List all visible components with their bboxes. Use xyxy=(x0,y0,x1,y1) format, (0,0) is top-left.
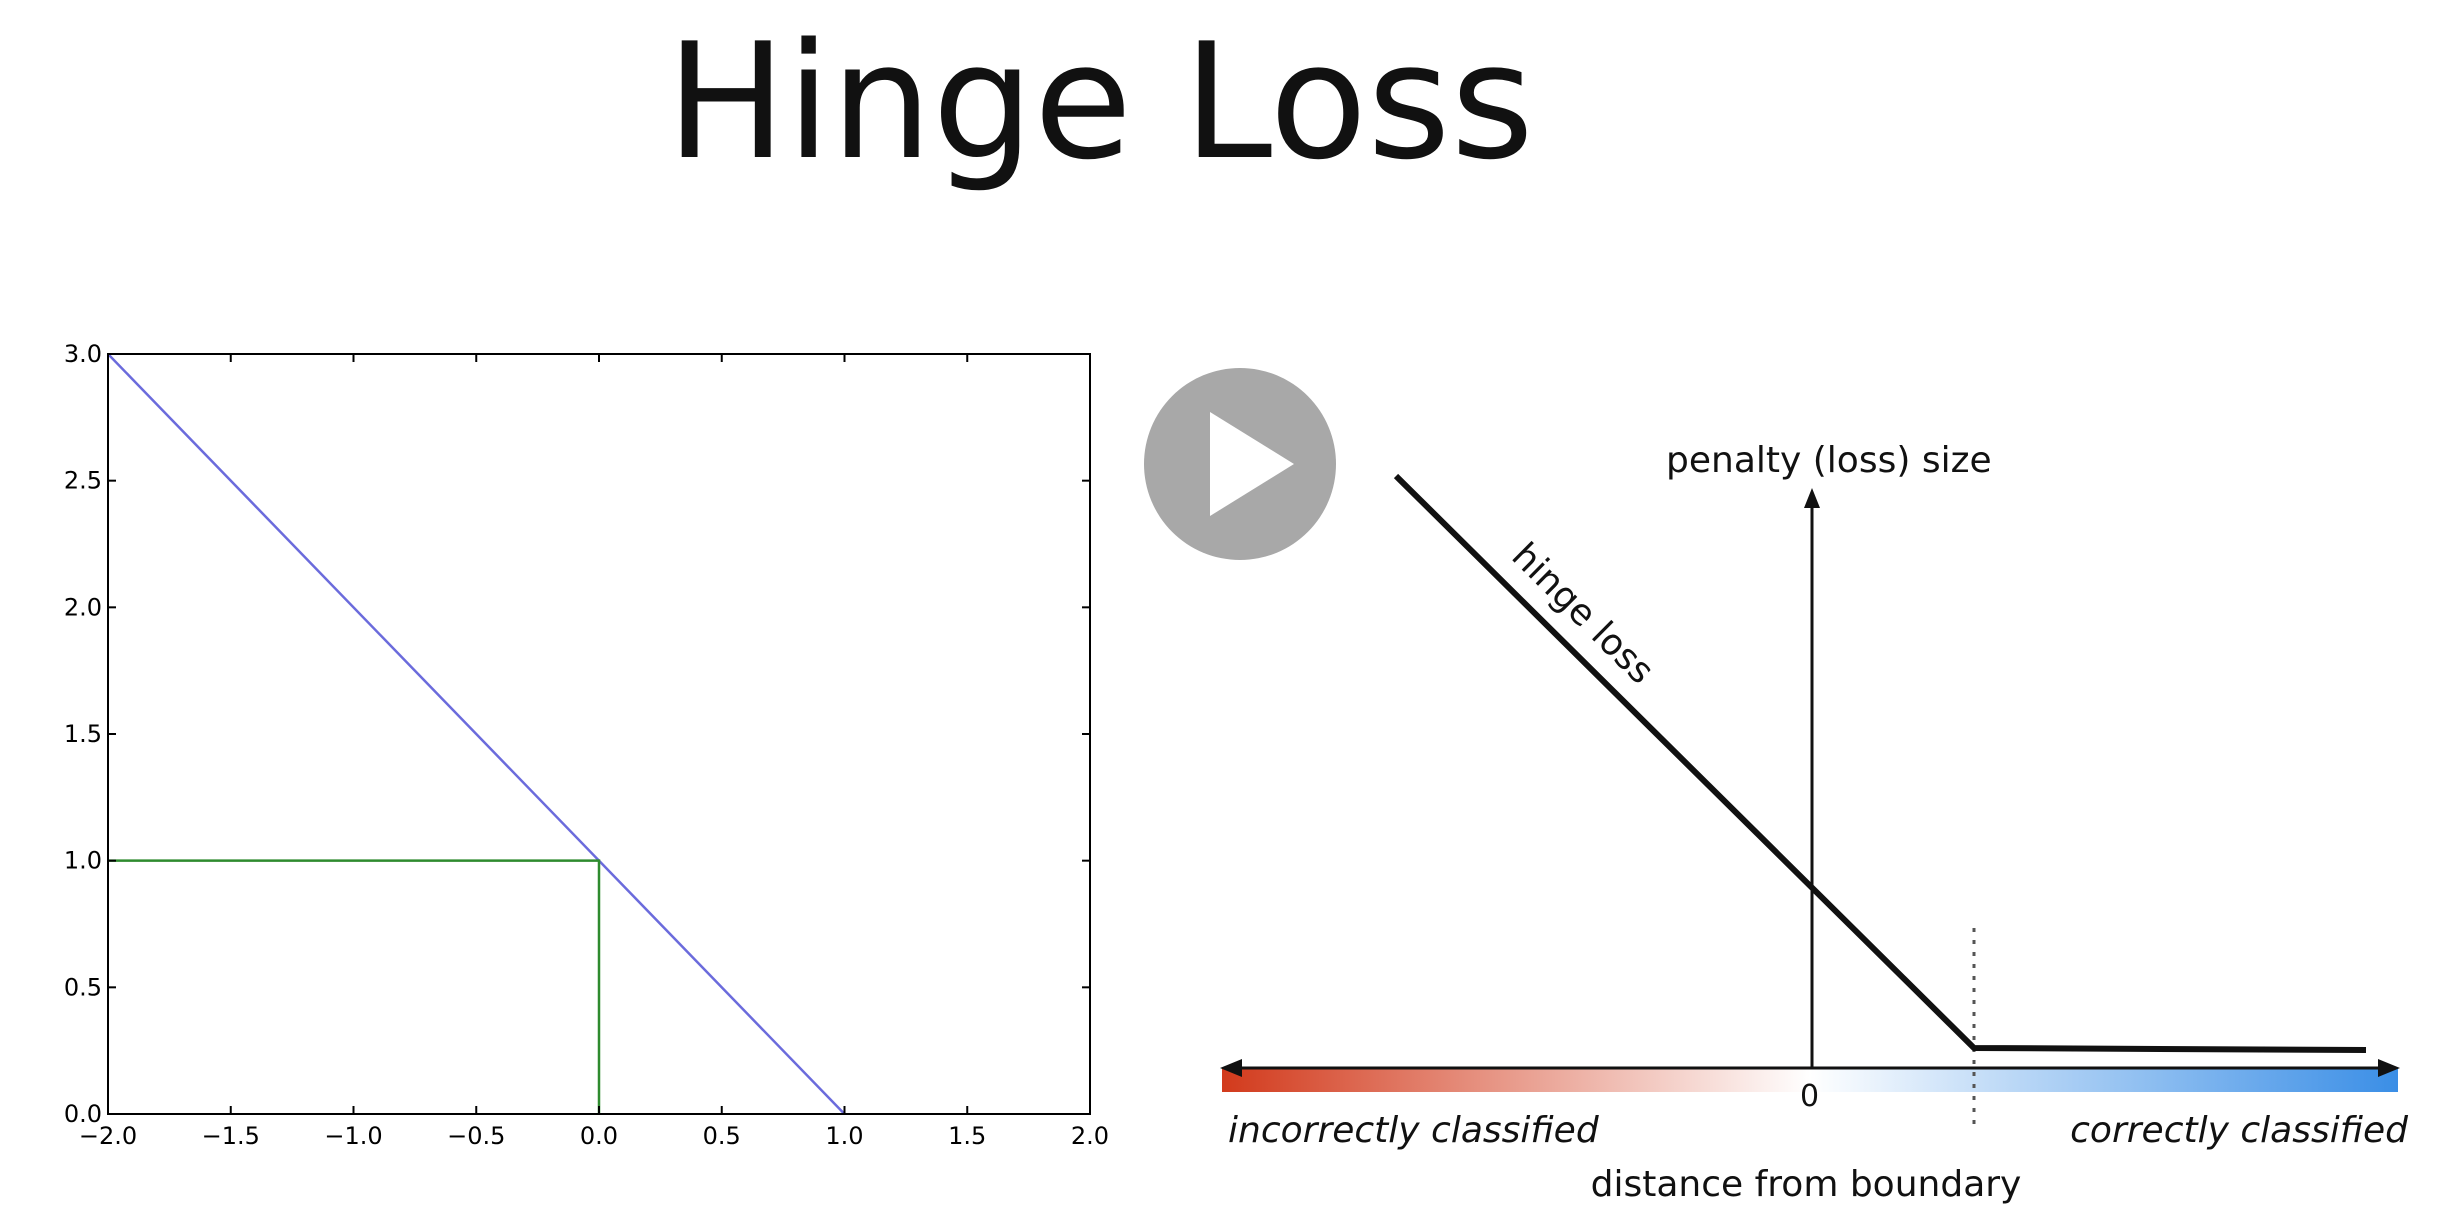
slide-title: Hinge Loss xyxy=(666,8,1534,195)
x-tick-label: −1.0 xyxy=(324,1122,382,1150)
x-tick-label: −2.0 xyxy=(79,1122,137,1150)
axis-arrow-up-icon xyxy=(1804,488,1820,508)
x-tick-label: 1.5 xyxy=(948,1122,986,1150)
play-icon[interactable] xyxy=(1210,412,1294,516)
hinge-loss-diagram: penalty (loss) size hinge loss 0 incorre… xyxy=(1220,440,2409,1205)
curve-label: hinge loss xyxy=(1504,535,1662,692)
axis-arrow-right-icon xyxy=(2378,1059,2400,1077)
y-tick-label: 0.5 xyxy=(64,973,102,1001)
series-line-1 xyxy=(107,353,846,1115)
y-tick-label: 2.0 xyxy=(64,593,102,621)
x-axis-label: distance from boundary xyxy=(1591,1164,2022,1205)
x-tick-label: −0.5 xyxy=(447,1122,505,1150)
origin-label: 0 xyxy=(1800,1079,1819,1114)
x-tick-label: 2.0 xyxy=(1071,1122,1109,1150)
y-tick-label: 1.0 xyxy=(64,847,102,875)
y-axis-label: penalty (loss) size xyxy=(1666,440,1992,481)
y-tick-label: 3.0 xyxy=(64,340,102,368)
hinge-loss-curve xyxy=(1393,473,2367,1053)
x-tick-label: −1.5 xyxy=(202,1122,260,1150)
x-tick-label: 0.0 xyxy=(580,1122,618,1150)
play-button[interactable] xyxy=(1144,368,1336,560)
correctly-classified-label: correctly classified xyxy=(2070,1110,2409,1151)
x-tick-label: 0.5 xyxy=(703,1122,741,1150)
chart-ticks: −2.0 −1.5 −1.0 −0.5 0.0 0.5 1.0 1.5 2.0 0.0 0.5 1.0… xyxy=(64,340,1109,1150)
chart-series xyxy=(107,353,846,1115)
y-tick-label: 2.5 xyxy=(64,467,102,495)
y-tick-label: 0.0 xyxy=(64,1100,102,1128)
incorrectly-classified-label: incorrectly classified xyxy=(1228,1110,1600,1151)
chart-frame xyxy=(107,353,1091,1115)
series-line-2 xyxy=(108,859,601,1114)
x-tick-label: 1.0 xyxy=(825,1122,863,1150)
positive-gradient-bar xyxy=(1810,1068,2398,1092)
y-tick-label: 1.5 xyxy=(64,720,102,748)
negative-gradient-bar xyxy=(1222,1068,1810,1092)
hinge-loss-chart: −2.0 −1.5 −1.0 −0.5 0.0 0.5 1.0 1.5 2.0 0.0 0.5 1.0… xyxy=(64,340,1109,1150)
axis-arrow-left-icon xyxy=(1220,1059,1242,1077)
